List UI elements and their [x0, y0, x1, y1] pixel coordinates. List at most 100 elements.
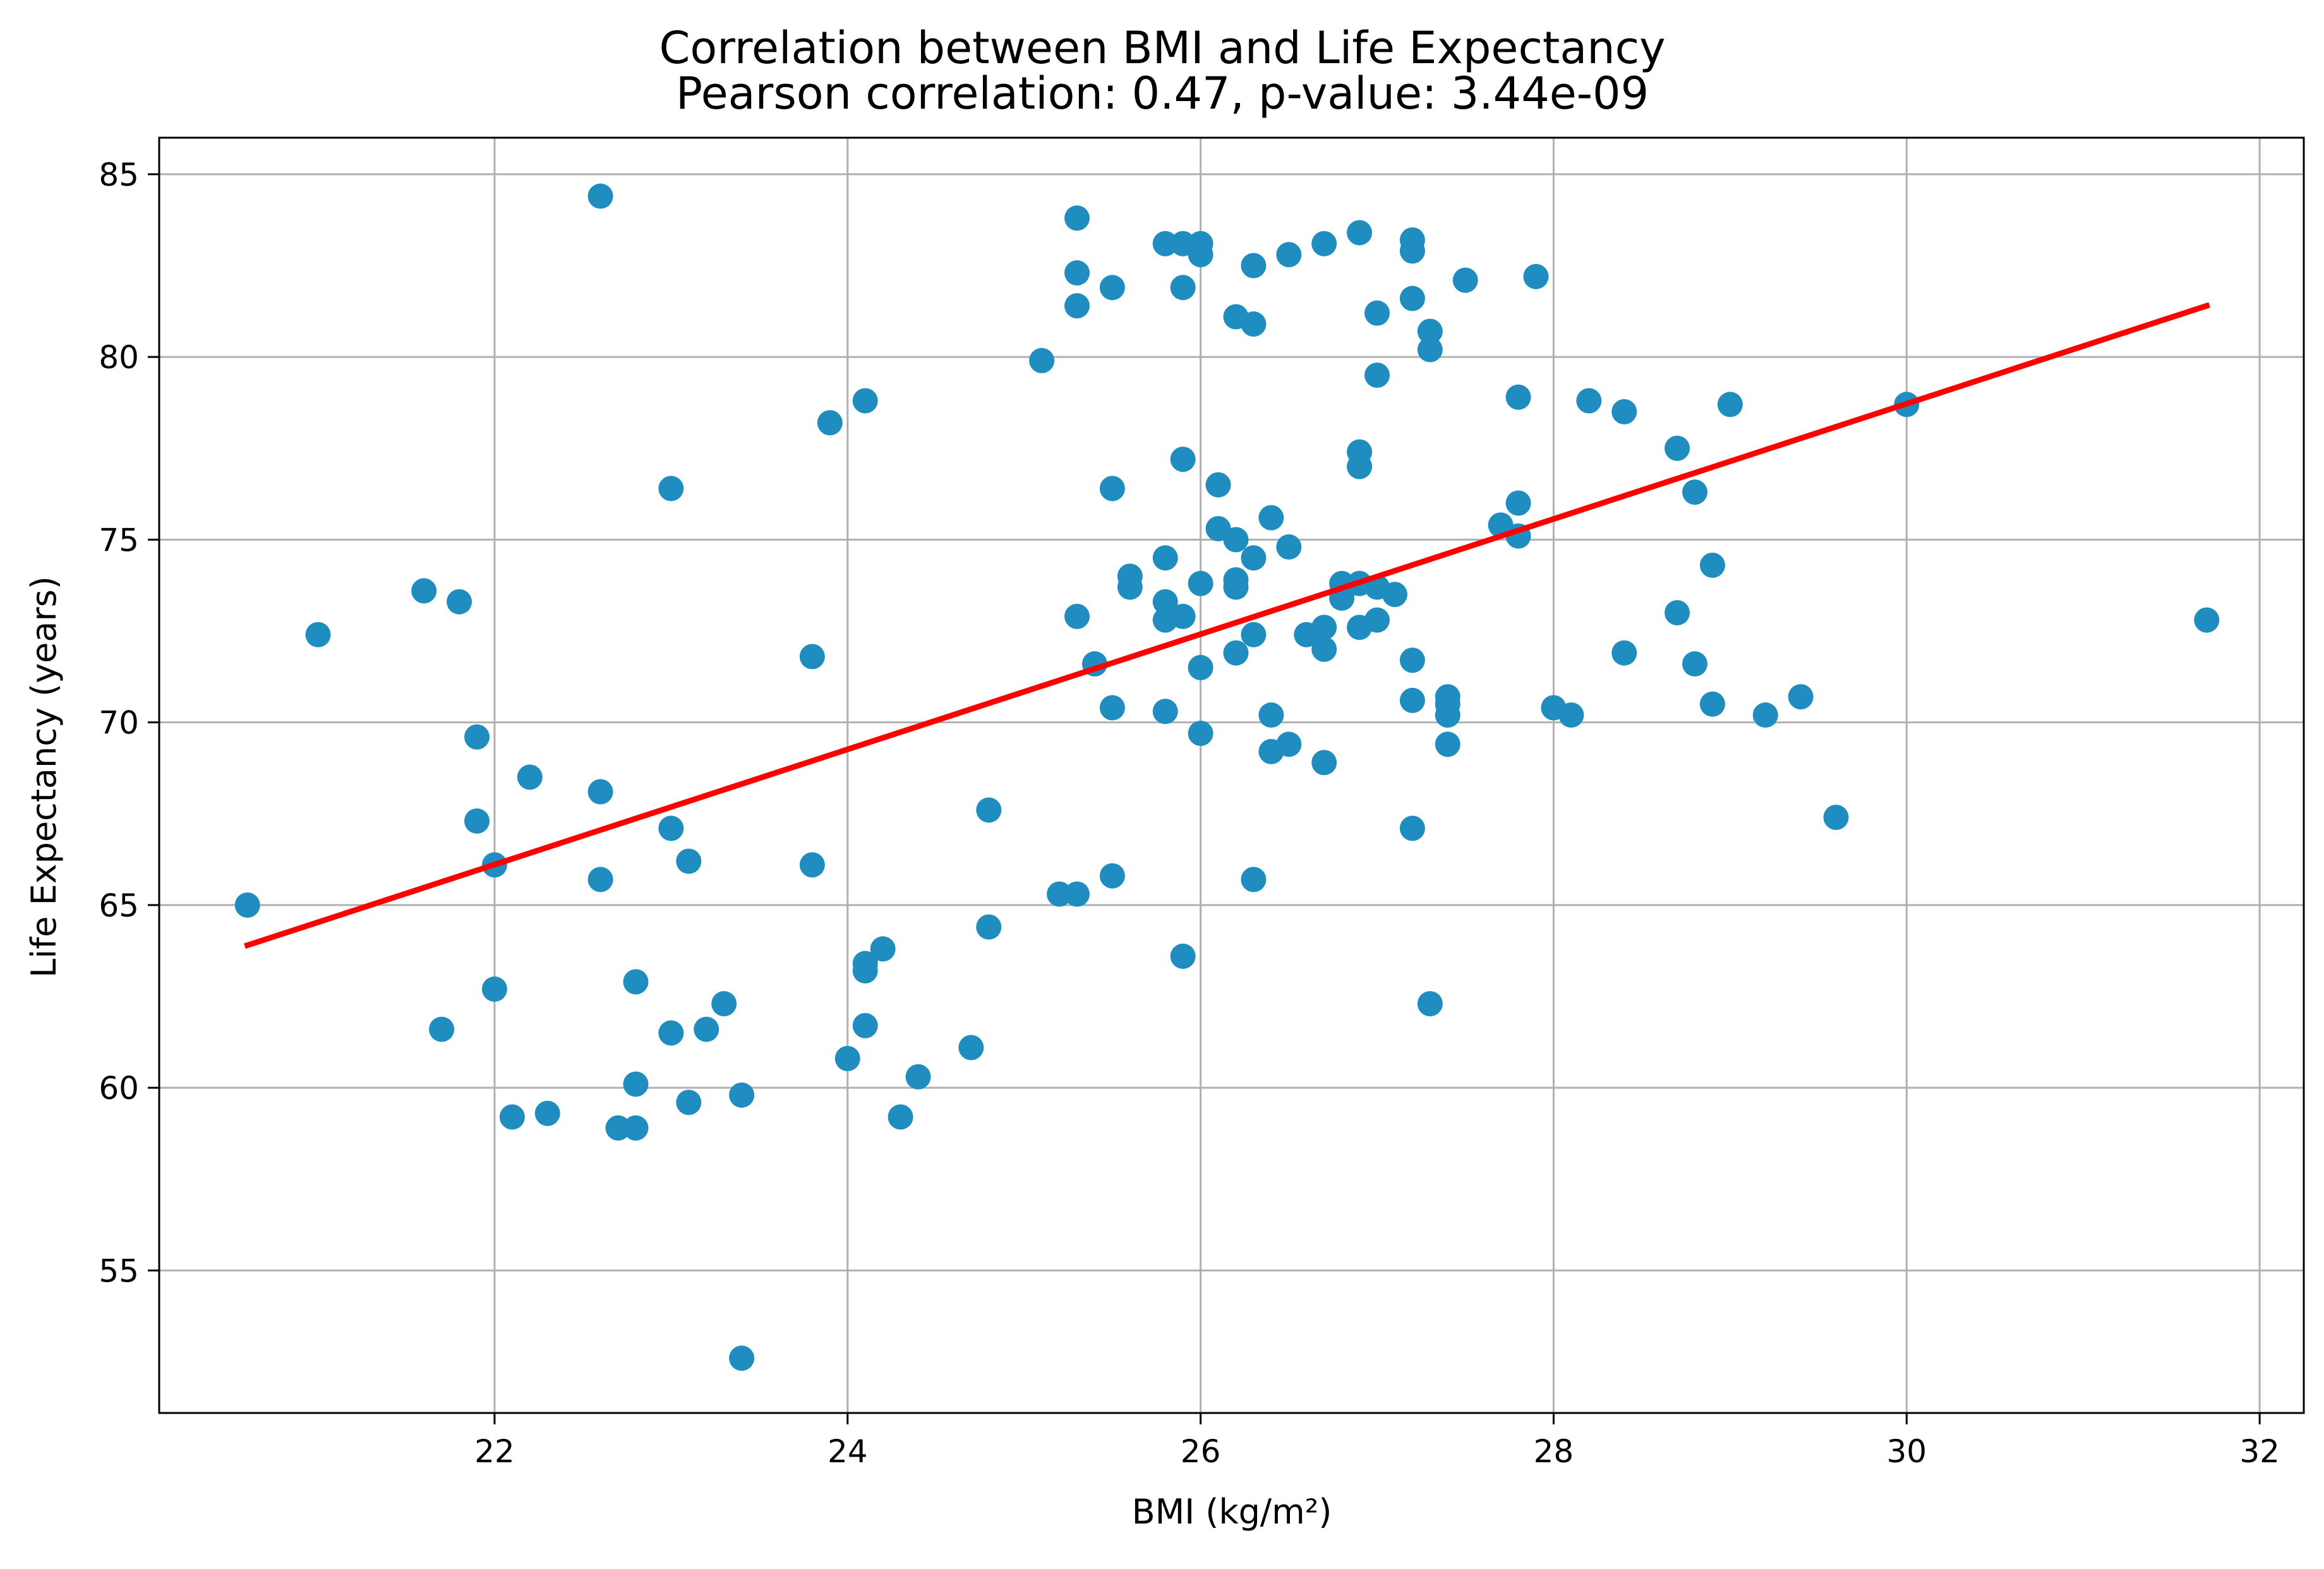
- data-point: [517, 764, 543, 790]
- data-point: [1170, 603, 1196, 629]
- x-tick-label: 30: [1886, 1433, 1927, 1470]
- data-point: [694, 1016, 719, 1042]
- y-tick-label: 85: [99, 157, 139, 193]
- data-point: [958, 1035, 984, 1061]
- data-point: [1152, 589, 1178, 615]
- data-point: [1223, 574, 1249, 600]
- data-point: [1665, 600, 1690, 626]
- data-point: [1523, 263, 1549, 289]
- data-point: [1611, 640, 1637, 666]
- y-tick-label: 80: [99, 339, 139, 376]
- data-point: [852, 958, 878, 984]
- data-point: [1311, 615, 1337, 640]
- data-point: [729, 1345, 755, 1371]
- data-point: [817, 410, 843, 436]
- data-point: [658, 815, 684, 841]
- data-point: [1699, 691, 1725, 717]
- data-point: [1417, 991, 1443, 1017]
- data-point: [464, 724, 490, 750]
- data-point: [1205, 472, 1231, 498]
- y-tick-label: 60: [99, 1070, 139, 1107]
- y-tick-label: 75: [99, 522, 139, 558]
- data-point: [1611, 399, 1637, 424]
- data-point: [1435, 702, 1460, 728]
- data-point: [1241, 545, 1267, 571]
- data-point: [1452, 267, 1478, 293]
- data-point: [1241, 253, 1267, 279]
- data-point: [711, 991, 737, 1017]
- data-point: [834, 1045, 860, 1071]
- data-point: [870, 936, 896, 962]
- data-point: [1188, 720, 1213, 746]
- data-point: [1399, 238, 1425, 264]
- data-point: [2194, 607, 2220, 633]
- data-point: [1505, 384, 1531, 410]
- data-point: [1417, 337, 1443, 363]
- data-point: [1558, 702, 1584, 728]
- data-point: [587, 867, 613, 893]
- x-tick-label: 28: [1534, 1433, 1574, 1470]
- data-point: [729, 1082, 755, 1108]
- data-point: [1064, 205, 1090, 231]
- data-point: [1170, 943, 1196, 969]
- data-point: [429, 1016, 455, 1042]
- data-point: [411, 578, 437, 604]
- data-point: [1258, 505, 1284, 531]
- data-point: [499, 1104, 525, 1130]
- chart-title: Correlation between BMI and Life Expecta…: [659, 22, 1665, 74]
- data-point: [1188, 654, 1213, 680]
- data-point: [658, 1020, 684, 1046]
- x-axis-label: BMI (kg/m²): [1132, 1492, 1332, 1532]
- data-point: [1276, 242, 1302, 268]
- x-tick-label: 32: [2239, 1433, 2280, 1470]
- data-point: [1752, 702, 1778, 728]
- data-point: [1364, 363, 1390, 388]
- data-point: [852, 1013, 878, 1038]
- y-axis-label: Life Expectancy (years): [24, 576, 64, 978]
- data-point: [676, 1090, 702, 1115]
- data-point: [1311, 636, 1337, 662]
- data-point: [1241, 867, 1267, 893]
- data-point: [1099, 275, 1125, 301]
- axis-ticks: 22 24 26 28 30 32 55 60 65 70 75 80 85: [99, 157, 2280, 1470]
- data-point: [1823, 805, 1849, 831]
- data-point: [1699, 552, 1725, 578]
- regression-line: [244, 302, 2210, 949]
- data-point: [623, 1115, 649, 1141]
- data-point: [305, 622, 331, 647]
- data-point: [1188, 242, 1213, 268]
- data-point: [1064, 260, 1090, 286]
- data-point: [658, 476, 684, 502]
- data-point: [1399, 815, 1425, 841]
- data-point: [1505, 490, 1531, 516]
- data-point: [1064, 603, 1090, 629]
- data-point: [1382, 582, 1407, 608]
- y-tick-label: 55: [99, 1253, 139, 1289]
- data-point: [1223, 640, 1249, 666]
- data-point: [1399, 687, 1425, 713]
- data-point: [1347, 454, 1373, 479]
- data-point: [1682, 651, 1707, 677]
- data-point: [1417, 318, 1443, 344]
- data-point: [799, 852, 825, 878]
- data-point: [676, 848, 702, 874]
- data-point: [976, 914, 1002, 940]
- data-point: [1099, 695, 1125, 721]
- data-point: [1241, 311, 1267, 337]
- regression-line-group: [244, 302, 2210, 949]
- data-point: [888, 1104, 913, 1130]
- data-point: [1064, 293, 1090, 319]
- data-point: [1064, 881, 1090, 907]
- data-point: [605, 1115, 631, 1141]
- x-tick-label: 22: [474, 1433, 515, 1470]
- data-point: [1665, 435, 1690, 461]
- data-point: [1099, 863, 1125, 889]
- data-point: [534, 1100, 560, 1126]
- data-point: [905, 1064, 931, 1090]
- y-tick-label: 65: [99, 887, 139, 924]
- data-point: [1311, 750, 1337, 776]
- data-point: [623, 969, 649, 995]
- data-point: [1117, 574, 1143, 600]
